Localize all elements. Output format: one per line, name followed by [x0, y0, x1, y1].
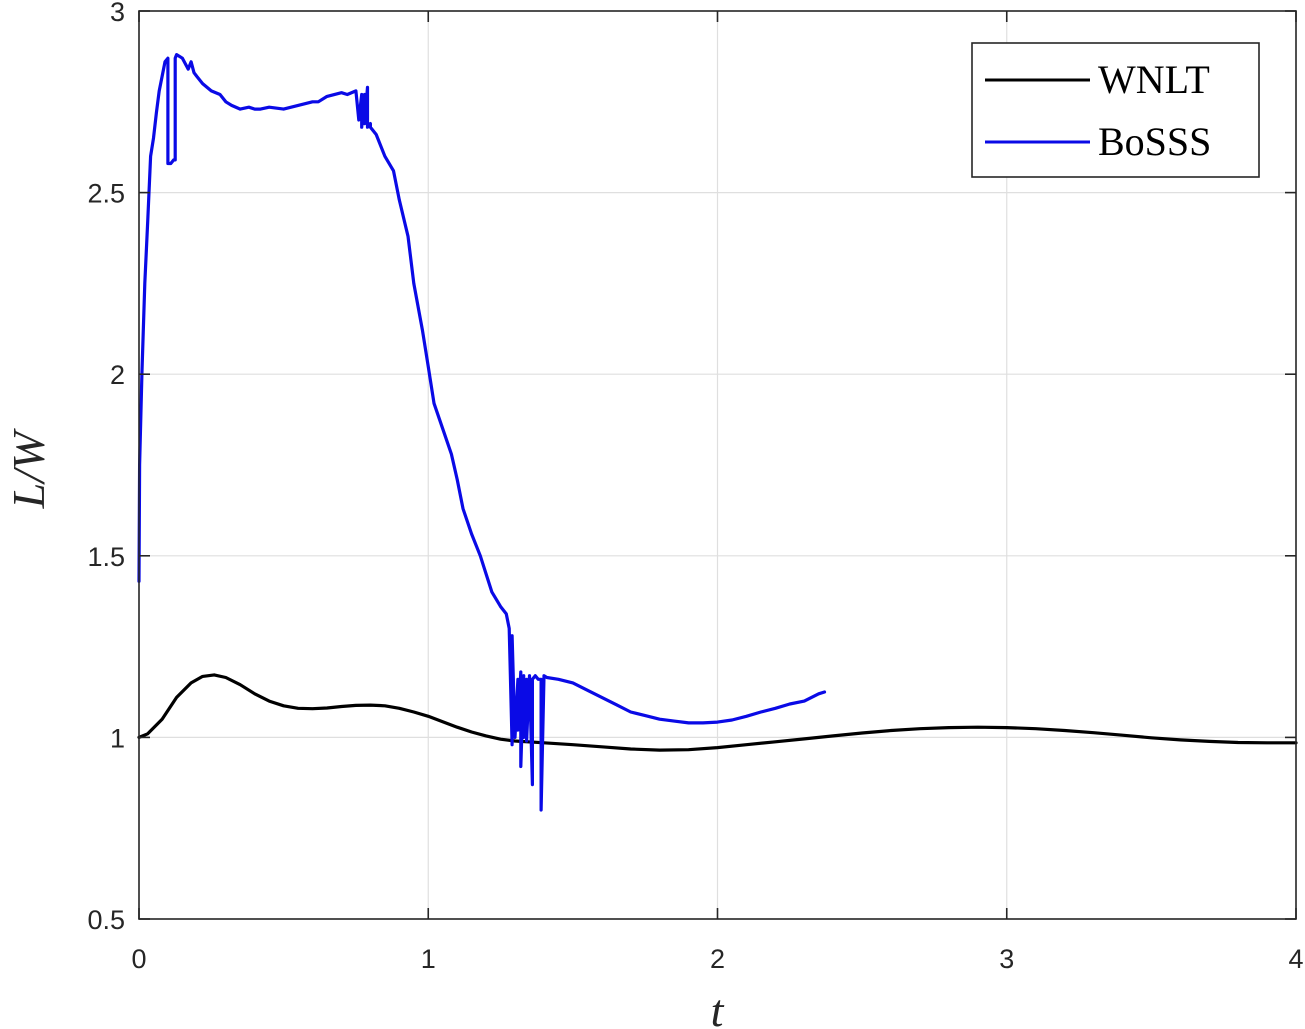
legend-box — [971, 42, 1260, 178]
legend-label-wnlt: WNLT — [1098, 57, 1210, 102]
x-tick-label: 0 — [131, 944, 146, 974]
series-line-wnlt — [137, 673, 1298, 752]
x-tick-label: 2 — [710, 944, 725, 974]
x-axis-label: t — [711, 985, 725, 1029]
x-tick-label: 1 — [421, 944, 436, 974]
y-tick-label: 0.5 — [87, 905, 125, 935]
tick-marks — [138, 10, 1297, 920]
y-tick-label: 1 — [110, 723, 125, 753]
tick-labels: 0 1 2 3 4 0.5 1 1.5 2 2.5 3 — [87, 0, 1303, 974]
x-tick-label: 3 — [999, 944, 1014, 974]
y-tick-label: 2.5 — [87, 179, 125, 209]
x-tick-label: 4 — [1288, 944, 1303, 974]
y-axis-label: L/W — [3, 428, 54, 509]
series-layer — [137, 52, 1298, 812]
series-line-bosss — [137, 52, 827, 812]
y-tick-label: 3 — [110, 0, 125, 27]
legend-label-bosss: BoSSS — [1098, 119, 1211, 164]
y-tick-label: 1.5 — [87, 542, 125, 572]
legend: WNLT BoSSS — [971, 42, 1260, 178]
y-tick-label: 2 — [110, 360, 125, 390]
